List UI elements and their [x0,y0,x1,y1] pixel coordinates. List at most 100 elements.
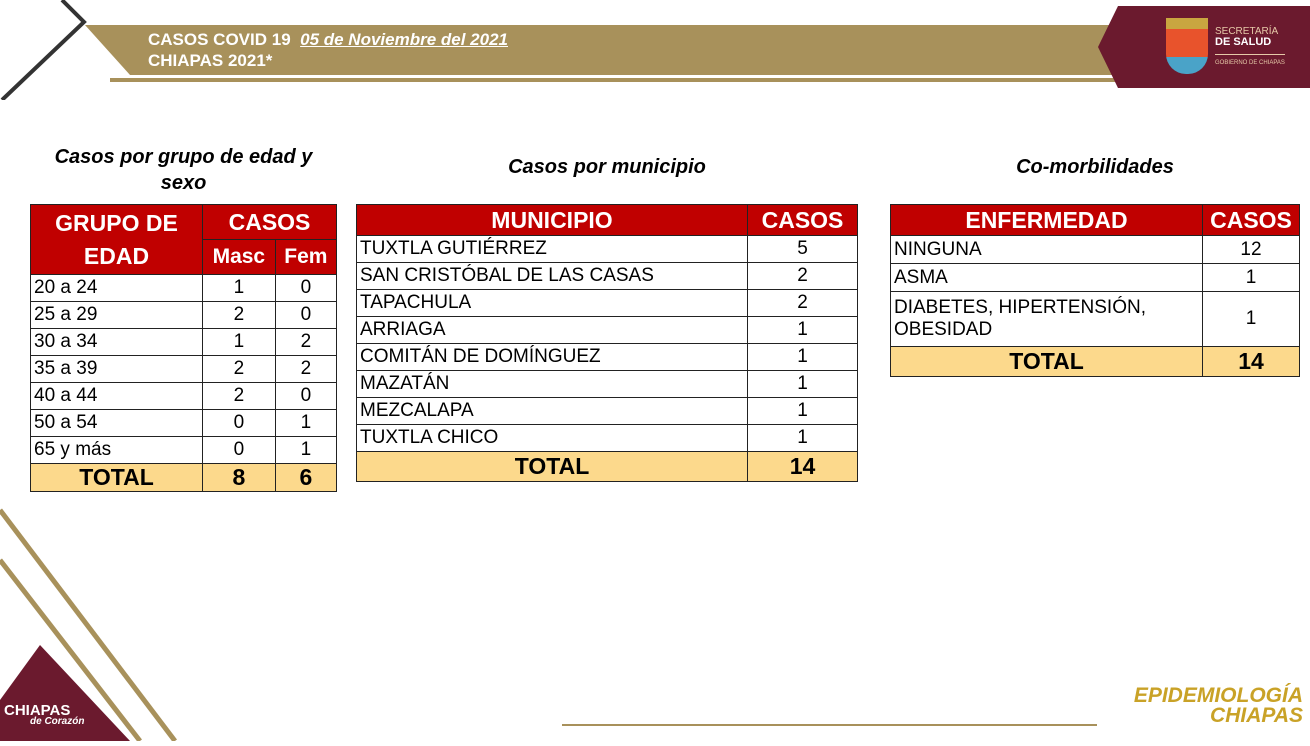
municipality-name: TAPACHULA [356,289,748,317]
disease-name: ASMA [890,263,1203,292]
total-label: TOTAL [890,346,1203,377]
age-group: 65 y más [30,436,203,464]
table-row: 30 a 34 1 2 [30,328,338,356]
epidemiologia-logo: EPIDEMIOLOGÍA CHIAPAS [1098,684,1303,727]
header-underline [110,78,1120,82]
corner-line1: CHIAPAS [4,702,71,719]
col-cases: CASOS [202,204,337,240]
col-group: GRUPO DE EDAD [30,204,203,275]
fem-count: 1 [274,409,338,437]
com-section-title: Co-morbilidades [1016,156,1174,178]
case-count: 1 [747,343,858,371]
case-count: 5 [747,235,858,263]
fem-count: 1 [274,436,338,464]
col-municipio: MUNICIPIO [356,204,748,236]
table-row: 40 a 44 2 0 [30,382,338,410]
table-row: 35 a 39 2 2 [30,355,338,383]
total-row: TOTAL 14 [890,346,1300,377]
table-row: MAZATÁN 1 [356,370,858,398]
age-group: 25 a 29 [30,301,203,329]
table-row: TUXTLA GUTIÉRREZ 5 [356,235,858,263]
total-row: TOTAL 8 6 [30,463,338,492]
logo-line2: DE SALUD [1215,36,1272,48]
table-row: SAN CRISTÓBAL DE LAS CASAS 2 [356,262,858,290]
municipality-name: COMITÁN DE DOMÍNGUEZ [356,343,748,371]
report-date: 05 de Noviembre del 2021 [300,30,508,49]
col-fem: Fem [274,239,338,275]
total-row: TOTAL 14 [356,451,858,482]
table-row: 65 y más 0 1 [30,436,338,464]
age-group: 20 a 24 [30,274,203,302]
table-row: NINGUNA 12 [890,235,1300,264]
corner-line2: de Corazón [30,716,85,727]
corner-stripes [0,500,200,743]
corner-diagonal [0,0,90,102]
case-count: 1 [747,397,858,425]
table-row: MEZCALAPA 1 [356,397,858,425]
masc-count: 0 [202,409,276,437]
total-value: 14 [747,451,858,482]
page-title: CASOS COVID 19 05 de Noviembre del 2021 … [148,29,508,71]
case-count: 1 [747,316,858,344]
masc-count: 1 [202,274,276,302]
mun-section-title: Casos por municipio [508,156,706,178]
fem-count: 0 [274,301,338,329]
fem-count: 0 [274,274,338,302]
footer-line [562,724,1097,726]
total-label: TOTAL [356,451,748,482]
logo-text: SECRETARÍA DE SALUD GOBIERNO DE CHIAPAS [1215,26,1285,69]
subtitle: CHIAPAS 2021* [148,51,273,70]
comorbidity-table: ENFERMEDAD CASOS NINGUNA 12 ASMA 1 DIABETES, … [890,204,1300,377]
chiapas-shield-icon [1166,18,1208,74]
logo-line3: GOBIERNO DE CHIAPAS [1215,54,1285,69]
disease-name: DIABETES, HIPERTENSIÓN, OBESIDAD [890,291,1203,347]
fem-count: 0 [274,382,338,410]
case-count: 2 [747,289,858,317]
municipality-name: MEZCALAPA [356,397,748,425]
case-count: 1 [1202,291,1300,347]
table-row: 50 a 54 0 1 [30,409,338,437]
table-row: ARRIAGA 1 [356,316,858,344]
total-masc: 8 [202,463,276,492]
brand-line2: CHIAPAS [1210,704,1303,727]
municipality-name: TUXTLA CHICO [356,424,748,452]
age-group: 30 a 34 [30,328,203,356]
header-banner [85,25,1125,75]
municipality-name: ARRIAGA [356,316,748,344]
municipality-name: SAN CRISTÓBAL DE LAS CASAS [356,262,748,290]
masc-count: 2 [202,301,276,329]
table-row: COMITÁN DE DOMÍNGUEZ 1 [356,343,858,371]
col-cases: CASOS [747,204,858,236]
disease-name: NINGUNA [890,235,1203,264]
brand-line1: EPIDEMIOLOGÍA [1133,684,1303,707]
masc-count: 1 [202,328,276,356]
case-count: 2 [747,262,858,290]
age-group: 40 a 44 [30,382,203,410]
municipality-name: TUXTLA GUTIÉRREZ [356,235,748,263]
case-count: 1 [747,370,858,398]
masc-count: 0 [202,436,276,464]
municipality-table: MUNICIPIO CASOS TUXTLA GUTIÉRREZ 5 SAN CRIS… [356,204,858,482]
chiapas-corazon-logo: CHIAPAS de Corazón [4,702,84,727]
masc-count: 2 [202,355,276,383]
col-masc: Masc [202,239,276,275]
logo-line1: SECRETARÍA [1215,26,1279,37]
total-label: TOTAL [30,463,203,492]
total-fem: 6 [274,463,338,492]
case-count: 1 [747,424,858,452]
table-row: TAPACHULA 2 [356,289,858,317]
fem-count: 2 [274,355,338,383]
case-count: 12 [1202,235,1300,264]
table-row: ASMA 1 [890,263,1300,292]
fem-count: 2 [274,328,338,356]
table-row: 25 a 29 2 0 [30,301,338,329]
municipality-name: MAZATÁN [356,370,748,398]
age-group: 35 a 39 [30,355,203,383]
age-section-title: Casos por grupo de edad y sexo [54,146,313,194]
masc-count: 2 [202,382,276,410]
table-row: TUXTLA CHICO 1 [356,424,858,452]
age-group: 50 a 54 [30,409,203,437]
age-sex-table: GRUPO DE EDAD CASOS Masc Fem 20 a 24 1 0 25… [30,204,338,492]
title-prefix: CASOS COVID 19 [148,30,291,49]
case-count: 1 [1202,263,1300,292]
